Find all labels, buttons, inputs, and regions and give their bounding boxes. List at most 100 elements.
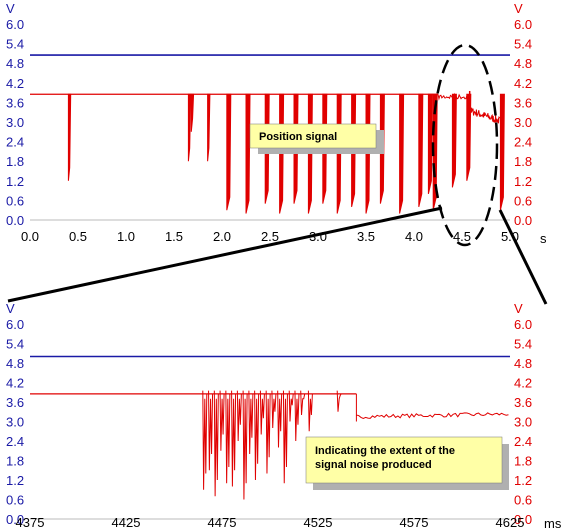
bottom-y-right-unit: V bbox=[514, 301, 523, 316]
bot-y-right-tick-label: 1.8 bbox=[514, 454, 532, 469]
top-annotation-box bbox=[249, 123, 377, 149]
top-y-left-tick-label: 2.4 bbox=[6, 135, 24, 150]
bot-y-left-tick-label: 3.6 bbox=[6, 395, 24, 410]
top-y-right-tick-label: 4.8 bbox=[514, 56, 532, 71]
top-red-dip bbox=[499, 93, 505, 211]
bottom-y-left-unit: V bbox=[6, 301, 15, 316]
bottom-series-group bbox=[30, 355, 510, 500]
bottom-red-dip bbox=[294, 390, 300, 442]
bot-y-right-tick-label: 4.2 bbox=[514, 376, 532, 391]
top-red-noise-tail bbox=[437, 92, 501, 125]
top-x-unit: s bbox=[540, 231, 547, 246]
bottom-red-dip bbox=[231, 390, 237, 487]
bottom-red-dip bbox=[208, 390, 214, 471]
bottom-red-dip bbox=[307, 390, 313, 432]
bottom-red-dip bbox=[202, 390, 208, 490]
bot-y-left-tick-label: 6.0 bbox=[6, 317, 24, 332]
bot-y-right-tick-label: 1.2 bbox=[514, 473, 532, 488]
bottom-red-dip bbox=[219, 390, 225, 451]
bot-y-right-tick-label: 0.6 bbox=[514, 493, 532, 508]
top-y-left-tick-label: 1.8 bbox=[6, 154, 24, 169]
top-annotation-text: Position signal bbox=[259, 131, 337, 143]
bottom-red-dip bbox=[282, 390, 288, 484]
top-y-left-tick-label: 4.2 bbox=[6, 76, 24, 91]
top-x-tick-label: 4.0 bbox=[405, 229, 423, 244]
top-red-dip bbox=[207, 93, 211, 162]
bottom-red-dip bbox=[265, 390, 271, 474]
top-y-left-tick-label: 5.4 bbox=[6, 37, 24, 52]
top-y-right-ticks: 0.0 0.6 1.2 1.8 2.4 3.0 3.6 4.2 4.8 5.4 6.0 bbox=[514, 17, 532, 228]
top-y-right-tick-label: 3.0 bbox=[514, 115, 532, 130]
bot-y-right-tick-label: 5.4 bbox=[514, 337, 532, 352]
top-y-right-tick-label: 5.4 bbox=[514, 37, 532, 52]
top-y-left-tick-label: 4.8 bbox=[6, 56, 24, 71]
top-x-tick-label: 0.5 bbox=[69, 229, 87, 244]
bot-y-left-tick-label: 4.8 bbox=[6, 356, 24, 371]
top-x-tick-label: 0.0 bbox=[21, 229, 39, 244]
bottom-red-dip bbox=[288, 390, 294, 422]
top-y-right-tick-label: 1.8 bbox=[514, 154, 532, 169]
bot-y-left-tick-label: 2.4 bbox=[6, 434, 24, 449]
top-y-right-tick-label: 0.0 bbox=[514, 213, 532, 228]
top-y-right-tick-label: 6.0 bbox=[514, 17, 532, 32]
bottom-annotation-line2: signal noise produced bbox=[315, 459, 432, 471]
bottom-y-right-ticks: 0.0 0.6 1.2 1.8 2.4 3.0 3.6 4.2 4.8 5.4 6.0 bbox=[514, 317, 532, 527]
top-y-left-tick-label: 3.0 bbox=[6, 115, 24, 130]
top-y-left-tick-label: 0.6 bbox=[6, 193, 24, 208]
top-x-tick-label: 1.5 bbox=[165, 229, 183, 244]
top-x-tick-label: 3.5 bbox=[357, 229, 375, 244]
bottom-red-dip bbox=[225, 390, 231, 484]
bot-y-left-tick-label: 0.6 bbox=[6, 493, 24, 508]
noise-highlight-ellipse bbox=[431, 43, 499, 247]
bottom-red-dip bbox=[277, 390, 283, 448]
bot-y-right-tick-label: 3.6 bbox=[514, 395, 532, 410]
bottom-red-dip bbox=[271, 390, 277, 429]
bot-x-tick-label: 4375 bbox=[16, 515, 45, 530]
bottom-red-dip bbox=[248, 390, 254, 455]
bot-y-left-tick-label: 1.8 bbox=[6, 454, 24, 469]
top-red-dip bbox=[187, 93, 192, 162]
bottom-annotation-line1: Indicating the extent of the bbox=[315, 445, 455, 457]
bot-y-right-tick-label: 3.0 bbox=[514, 415, 532, 430]
bottom-red-dip bbox=[213, 390, 219, 497]
top-chart: 0.0 0.6 1.2 1.8 2.4 3.0 3.6 4.2 4.8 5.4 6.0 0.0 0.6… bbox=[6, 1, 547, 247]
top-red-dip bbox=[427, 93, 433, 194]
top-x-tick-label: 2.0 bbox=[213, 229, 231, 244]
bottom-red-dip bbox=[242, 390, 248, 500]
bot-y-left-tick-label: 1.2 bbox=[6, 473, 24, 488]
bottom-red-dip bbox=[236, 390, 242, 442]
bot-y-left-tick-label: 5.4 bbox=[6, 337, 24, 352]
top-plot-area bbox=[30, 24, 510, 220]
top-red-dip bbox=[67, 93, 72, 181]
bot-x-tick-label: 4575 bbox=[400, 515, 429, 530]
bottom-annotation-box bbox=[305, 436, 503, 484]
top-y-right-tick-label: 4.2 bbox=[514, 76, 532, 91]
bottom-red-dip bbox=[254, 390, 260, 481]
bot-x-tick-label: 4425 bbox=[112, 515, 141, 530]
bottom-chart: 0.0 0.6 1.2 1.8 2.4 3.0 3.6 4.2 4.8 5.4 6.0 0.0 0.6… bbox=[6, 301, 562, 531]
top-red-dip bbox=[245, 93, 251, 214]
bottom-x-ticks: 4375 4425 4475 4525 4575 4625 bbox=[16, 515, 525, 530]
top-x-tick-label: 2.5 bbox=[261, 229, 279, 244]
bot-x-tick-label: 4475 bbox=[208, 515, 237, 530]
top-x-tick-label: 1.0 bbox=[117, 229, 135, 244]
bottom-red-dip bbox=[259, 390, 265, 435]
top-y-left-tick-label: 0.0 bbox=[6, 213, 24, 228]
zoom-connector-left bbox=[7, 206, 443, 303]
bot-y-right-tick-label: 4.8 bbox=[514, 356, 532, 371]
top-y-left-unit: V bbox=[6, 1, 15, 16]
top-red-dip bbox=[190, 93, 195, 132]
top-x-ticks: 0.0 0.5 1.0 1.5 2.0 2.5 3.0 3.5 4.0 4.5 5.0 bbox=[21, 229, 519, 244]
bot-y-right-tick-label: 2.4 bbox=[514, 434, 532, 449]
top-red-dip bbox=[226, 93, 232, 211]
top-y-left-ticks: 0.0 0.6 1.2 1.8 2.4 3.0 3.6 4.2 4.8 5.4 6.0 bbox=[6, 17, 24, 228]
bot-y-right-tick-label: 6.0 bbox=[514, 317, 532, 332]
bot-x-tick-label: 4525 bbox=[304, 515, 333, 530]
top-y-right-tick-label: 3.6 bbox=[514, 95, 532, 110]
bottom-x-unit: ms bbox=[544, 516, 562, 531]
top-series-group bbox=[30, 54, 510, 214]
bot-y-right-tick-label: 0.0 bbox=[514, 512, 532, 527]
top-red-dip bbox=[399, 93, 405, 214]
top-y-right-unit: V bbox=[514, 1, 523, 16]
